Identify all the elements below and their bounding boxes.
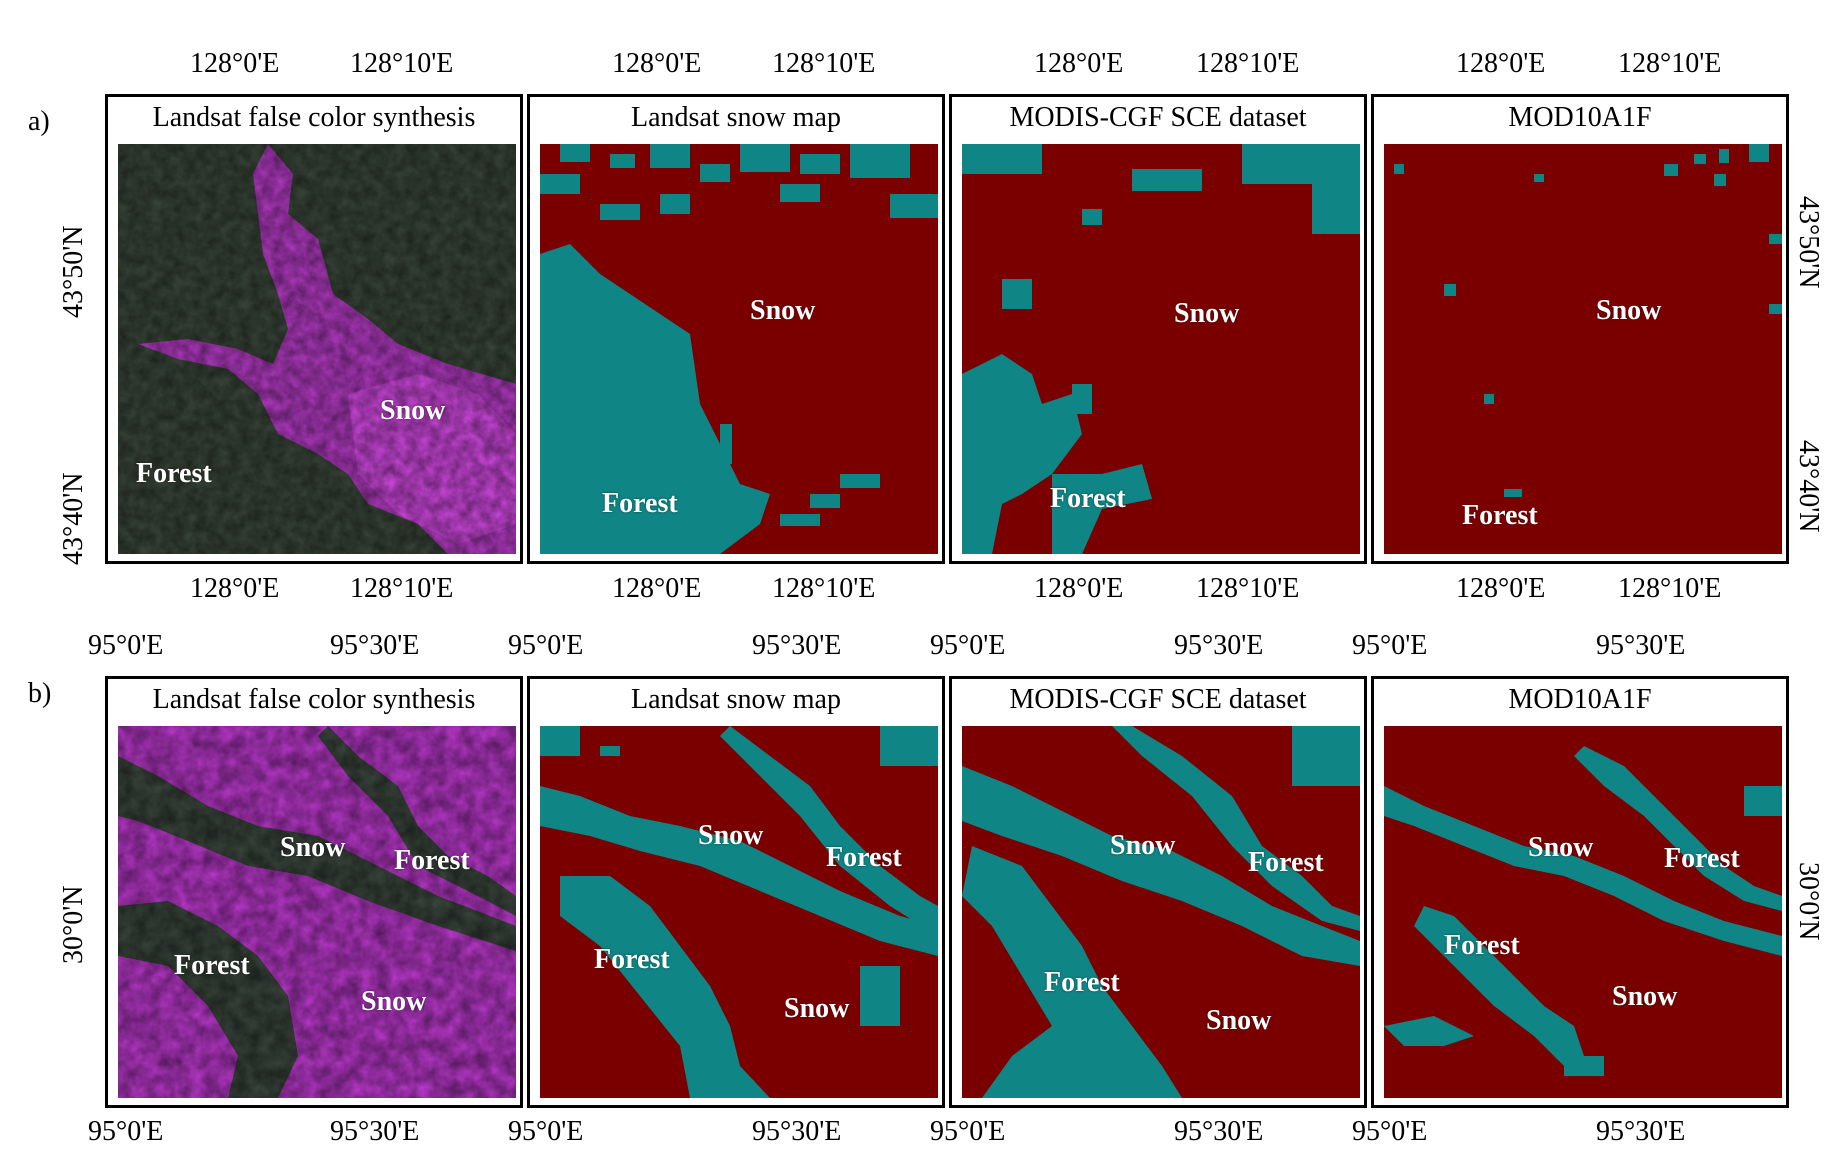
row-b-left-tick: 30°0'N — [58, 885, 89, 964]
forest-label: Forest — [826, 842, 902, 873]
panel-title: Landsat snow map — [631, 102, 841, 133]
row-b-top-tick: 95°30'E — [752, 630, 842, 661]
panel-title: MOD10A1F — [1508, 102, 1652, 133]
forest-label: Forest — [1050, 483, 1126, 514]
panel-title: MODIS-CGF SCE dataset — [1009, 684, 1307, 715]
row-b-top-tick: 95°30'E — [1596, 630, 1686, 661]
row-a-bottom-tick: 128°10'E — [350, 573, 454, 604]
snow-label: Snow — [1528, 832, 1594, 863]
forest-label: Forest — [1664, 843, 1740, 874]
forest-label: Forest — [1044, 967, 1120, 998]
row-b-bottom-tick: 95°30'E — [330, 1116, 420, 1147]
classification-map — [1384, 726, 1782, 1098]
classification-map — [1384, 144, 1782, 554]
row-a-top-tick: 128°0'E — [1456, 48, 1546, 79]
row-a-right-tick: 43°40'N — [1793, 440, 1824, 533]
snow-label: Snow — [280, 832, 346, 863]
row-b-right-tick: 30°0'N — [1793, 862, 1824, 941]
row-b-bottom-tick: 95°0'E — [1352, 1116, 1428, 1147]
row-b-top-tick: 95°0'E — [930, 630, 1006, 661]
snow-label: Snow — [698, 820, 764, 851]
row-b-bottom-tick: 95°30'E — [1174, 1116, 1264, 1147]
panel-title: MODIS-CGF SCE dataset — [1009, 102, 1307, 133]
row-a-bottom-tick: 128°0'E — [190, 573, 280, 604]
row-b-panel-mod10a1f: MOD10A1F Snow Forest Forest Snow — [1371, 676, 1789, 1108]
row-b-panel-modis-cgf: MODIS-CGF SCE dataset Snow Forest Forest… — [949, 676, 1367, 1108]
row-a-panel-modis-cgf: MODIS-CGF SCE dataset Snow Forest — [949, 94, 1367, 564]
row-a-top-tick: 128°0'E — [1034, 48, 1124, 79]
row-a-bottom-tick: 128°10'E — [1618, 573, 1722, 604]
forest-label: Forest — [1444, 930, 1520, 961]
row-a-left-tick: 43°40'N — [58, 472, 89, 565]
snow-label: Snow — [1612, 981, 1678, 1012]
row-a-panel-mod10a1f: MOD10A1F Snow Forest — [1371, 94, 1789, 564]
row-a-left-tick: 43°50'N — [58, 225, 89, 318]
snow-label: Snow — [1110, 830, 1176, 861]
forest-label: Forest — [602, 488, 678, 519]
row-b-top-tick: 95°0'E — [1352, 630, 1428, 661]
row-a-bottom-tick: 128°0'E — [1034, 573, 1124, 604]
snow-label: Snow — [1174, 298, 1240, 329]
snow-label: Snow — [784, 993, 850, 1024]
forest-label: Forest — [1248, 847, 1324, 878]
row-b-bottom-tick: 95°30'E — [752, 1116, 842, 1147]
row-b-bottom-tick: 95°0'E — [930, 1116, 1006, 1147]
row-a-top-tick: 128°10'E — [1196, 48, 1300, 79]
forest-label: Forest — [1462, 500, 1538, 531]
row-a-top-tick: 128°10'E — [772, 48, 876, 79]
classification-map — [962, 726, 1360, 1098]
classification-map — [540, 726, 938, 1098]
row-a-bottom-tick: 128°0'E — [612, 573, 702, 604]
row-b-top-tick: 95°0'E — [88, 630, 164, 661]
forest-label: Forest — [136, 458, 212, 489]
snow-label: Snow — [750, 295, 816, 326]
forest-label: Forest — [594, 944, 670, 975]
row-a-label: a) — [28, 106, 50, 137]
classification-map — [962, 144, 1360, 554]
row-b-top-tick: 95°30'E — [330, 630, 420, 661]
row-a-panel-landsat-false-color: Landsat false color synthesis Snow Fores… — [105, 94, 523, 564]
row-b-bottom-tick: 95°0'E — [508, 1116, 584, 1147]
row-a-bottom-tick: 128°10'E — [1196, 573, 1300, 604]
panel-title: Landsat snow map — [631, 684, 841, 715]
classification-map — [540, 144, 938, 554]
forest-label: Forest — [394, 845, 470, 876]
row-a-top-tick: 128°10'E — [1618, 48, 1722, 79]
snow-label: Snow — [361, 986, 427, 1017]
row-b-panel-landsat-snow-map: Landsat snow map Snow Forest Forest Snow — [527, 676, 945, 1108]
panel-title: MOD10A1F — [1508, 684, 1652, 715]
row-a-top-tick: 128°0'E — [190, 48, 280, 79]
row-b-label: b) — [28, 678, 52, 709]
panel-title: Landsat false color synthesis — [152, 102, 476, 133]
row-b-panel-landsat-false-color: Landsat false color synthesis Snow Fores… — [105, 676, 523, 1108]
forest-label: Forest — [174, 950, 250, 981]
snow-label: Snow — [1206, 1005, 1272, 1036]
row-a-bottom-tick: 128°0'E — [1456, 573, 1546, 604]
snow-label: Snow — [1596, 295, 1662, 326]
false-color-image — [118, 726, 516, 1098]
snow-label: Snow — [380, 395, 446, 426]
row-a-panel-landsat-snow-map: Landsat snow map Snow Forest — [527, 94, 945, 564]
row-a-bottom-tick: 128°10'E — [772, 573, 876, 604]
row-a-top-tick: 128°0'E — [612, 48, 702, 79]
row-a-right-tick: 43°50'N — [1793, 196, 1824, 289]
row-b-top-tick: 95°30'E — [1174, 630, 1264, 661]
row-b-bottom-tick: 95°30'E — [1596, 1116, 1686, 1147]
panel-title: Landsat false color synthesis — [152, 684, 476, 715]
false-color-image — [118, 144, 516, 554]
row-b-top-tick: 95°0'E — [508, 630, 584, 661]
row-b-bottom-tick: 95°0'E — [88, 1116, 164, 1147]
row-a-top-tick: 128°10'E — [350, 48, 454, 79]
